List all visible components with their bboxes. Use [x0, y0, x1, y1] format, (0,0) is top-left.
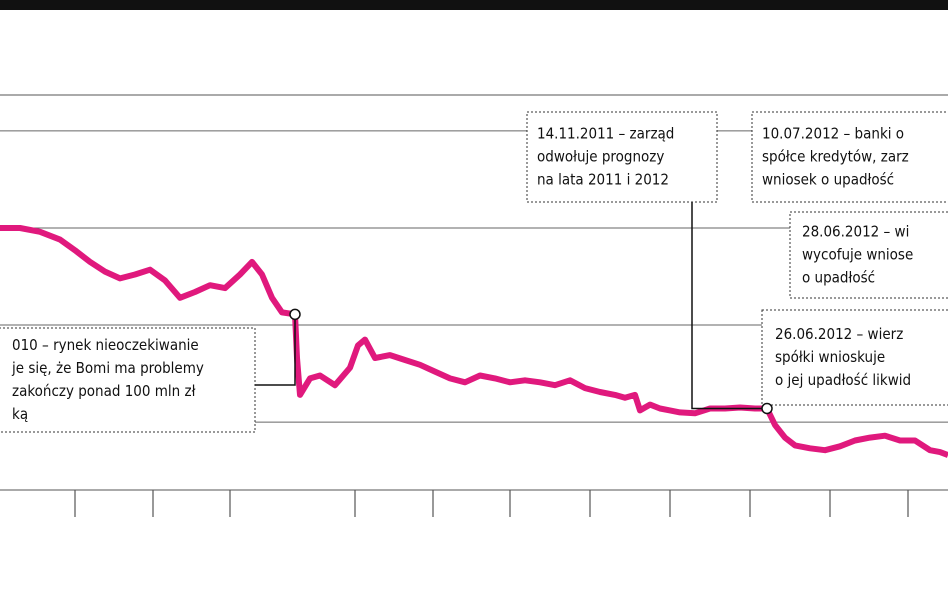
annotation-text: zakończy ponad 100 mln zł — [12, 382, 196, 400]
annotation-text: odwołuje prognozy — [537, 148, 664, 166]
annotation-text: o upadłość — [802, 269, 875, 287]
annotation-text: wniosek o upadłość — [762, 171, 894, 189]
annotation-box — [751, 111, 948, 203]
annotation-text: wycofuje wniose — [802, 246, 913, 264]
leader-line — [255, 314, 296, 386]
annotation-text: 10.07.2012 – banki o — [762, 125, 904, 143]
annotation-text: na lata 2011 i 2012 — [537, 171, 669, 189]
annotation-box — [789, 211, 948, 299]
annotation-box — [761, 309, 948, 406]
event-marker — [289, 308, 301, 321]
event-marker — [761, 402, 773, 415]
annotation-text: ką — [12, 405, 28, 423]
annotation-text: 010 – rynek nieoczekiwanie — [12, 336, 199, 354]
annotation-text: o jej upadłość likwid — [775, 371, 911, 389]
price-line — [0, 225, 948, 458]
annotation-text: 28.06.2012 – wi — [802, 223, 909, 241]
annotation-box — [0, 327, 256, 433]
annotation-box — [526, 111, 718, 203]
top-bar — [0, 0, 948, 10]
annotation-text: 26.06.2012 – wierz — [775, 325, 903, 343]
annotation-text: spółki wnioskuje — [775, 348, 885, 366]
annotation-text: je się, że Bomi ma problemy — [11, 359, 204, 377]
annotation-text: 14.11.2011 – zarząd — [537, 125, 674, 143]
leader-line — [691, 202, 767, 410]
annotation-text: spółce kredytów, zarz — [762, 148, 909, 166]
